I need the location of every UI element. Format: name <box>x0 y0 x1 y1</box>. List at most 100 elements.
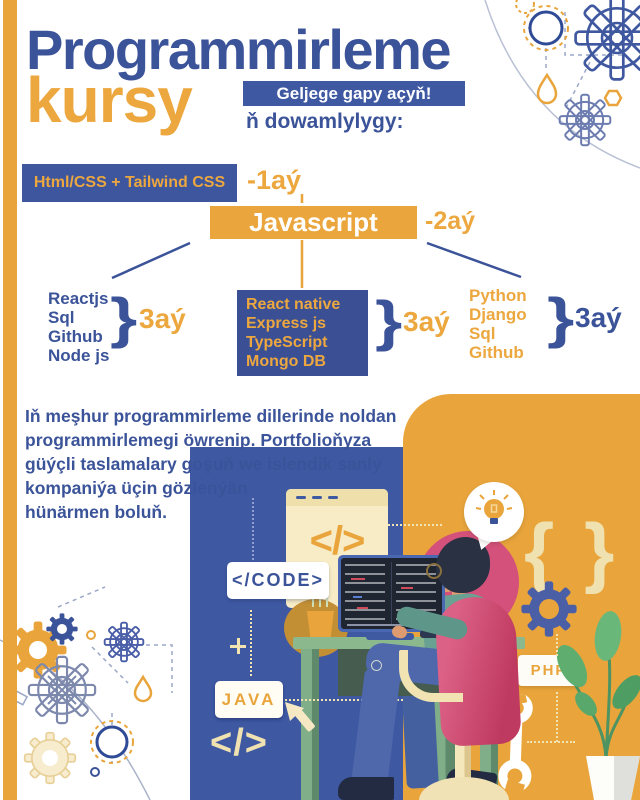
branch-item: Mongo DB <box>246 353 326 370</box>
future-slogan-badge: Geljege gapy açyň! <box>243 81 465 106</box>
gear-hub <box>575 110 595 130</box>
gear-hub <box>42 750 58 766</box>
gear-icon <box>46 613 78 645</box>
deco-dashed-ring <box>515 0 535 14</box>
code-accent <box>401 587 413 589</box>
stage-html-css-duration: -1aý <box>247 165 302 195</box>
branch-item: Express js <box>246 315 327 332</box>
gear-hub <box>57 624 67 634</box>
course-title-line2: kursy <box>26 64 193 136</box>
gear-hub <box>115 633 133 651</box>
deco-circle <box>95 725 129 759</box>
droplet-icon <box>133 674 153 703</box>
branch-item: TypeScript <box>246 334 328 351</box>
course-description: Iň meşhur programmirleme dillerinde nold… <box>25 404 396 524</box>
description-line: kompaniýa üçin gözlenýän <box>25 478 248 498</box>
dotted-line <box>556 692 558 742</box>
gear-icon <box>103 621 145 663</box>
brace-glyph: } <box>375 289 403 352</box>
left-accent-bar <box>3 0 17 800</box>
description-line: güýçli taslamalary goşuň we islendik san… <box>25 454 382 474</box>
droplet-icon <box>536 72 558 105</box>
chair-pole <box>455 742 471 784</box>
brace-glyph: } <box>547 286 575 349</box>
code-accent <box>353 596 362 598</box>
developer-hair <box>436 537 490 593</box>
java-badge: JAVA <box>215 681 283 718</box>
branch-item: Django <box>469 305 527 324</box>
cursor-icon <box>285 702 315 732</box>
deco-bottom-left <box>0 586 173 800</box>
stage-javascript-duration: -2aý <box>425 207 476 235</box>
chair-armrest <box>399 650 463 702</box>
browser-window-illustration: </> <box>286 489 388 608</box>
dotted-line <box>556 634 558 656</box>
gear-icon <box>23 731 77 785</box>
gear-spokes <box>47 675 77 705</box>
code-column <box>345 563 386 621</box>
brace-glyph: } <box>110 286 138 349</box>
branch-duration: 3aý <box>139 303 186 334</box>
code-accent <box>357 607 368 609</box>
branch-item: Reactjs <box>48 289 109 308</box>
deco-arc <box>0 639 151 800</box>
braces-icon: { } <box>524 507 619 595</box>
deco-dot <box>86 630 96 640</box>
gear-icon <box>521 581 577 637</box>
code-accent <box>351 578 365 580</box>
drawer-knob <box>371 660 382 671</box>
deco-dashed-lines <box>528 27 591 107</box>
hexagon-icon <box>603 89 623 107</box>
titlebar-dash <box>312 496 322 499</box>
code-tag-glyph: </> <box>210 722 268 764</box>
description-line: Iň meşhur programmirleme dillerinde nold… <box>25 406 397 426</box>
deco-dashed-ring <box>523 5 569 51</box>
code-badge: </CODE> <box>227 562 329 599</box>
branch-item: React native <box>246 296 341 313</box>
dotted-line <box>527 741 575 743</box>
plant-illustration <box>556 611 640 800</box>
lightbulb-icon <box>475 490 513 524</box>
branch-frontend-list: Reactjs Sql Github Node js <box>48 289 109 365</box>
connector-left <box>111 241 191 280</box>
gear-icon <box>9 621 67 679</box>
dotted-line <box>285 699 403 701</box>
deco-arc <box>484 0 640 169</box>
monitor-base <box>366 633 414 640</box>
browser-titlebar <box>286 489 388 506</box>
duration-subtitle: ň dowamlylygy: <box>246 110 404 133</box>
dotted-line <box>250 610 252 676</box>
chair-base <box>419 777 509 800</box>
branch-duration: 3aý <box>575 302 622 333</box>
description-line: hünärmen boluň. <box>25 502 167 522</box>
branch-fullstack-box: React native Express js TypeScript Mongo… <box>237 290 368 376</box>
branch-item: Node js <box>48 346 110 365</box>
stage-javascript-chip: Javascript <box>210 206 417 239</box>
branch-item: Github <box>48 327 103 346</box>
branch-python-list: Python Django Sql Github <box>469 286 527 362</box>
deco-circle <box>528 10 564 46</box>
gear-icon <box>558 93 612 147</box>
stage-html-css-chip: Html/CSS + Tailwind CSS <box>22 164 237 202</box>
course-title-line1: Programmirleme <box>26 18 452 81</box>
connector-right <box>426 241 522 279</box>
deco-top-right <box>484 0 640 169</box>
gear-hub <box>600 21 634 55</box>
screen-scrollbar <box>347 624 406 626</box>
titlebar-dash <box>328 496 338 499</box>
screen-divider <box>390 561 392 625</box>
deco-dashed-ring <box>90 720 134 764</box>
branch-duration: 3aý <box>403 306 450 337</box>
speech-bubble <box>464 482 524 542</box>
description-line: programmirlemegi öwrenip. Portfolioňyza <box>25 430 372 450</box>
branch-item: Sql <box>469 324 496 343</box>
branch-item: Python <box>469 286 527 305</box>
gear-icon <box>27 655 97 725</box>
gear-icon <box>574 0 640 81</box>
deco-dashed-path <box>564 12 622 56</box>
code-screen <box>341 558 442 629</box>
gear-hub <box>47 675 77 705</box>
branch-item: Sql <box>48 308 75 327</box>
deco-dashed-lines <box>57 586 173 763</box>
